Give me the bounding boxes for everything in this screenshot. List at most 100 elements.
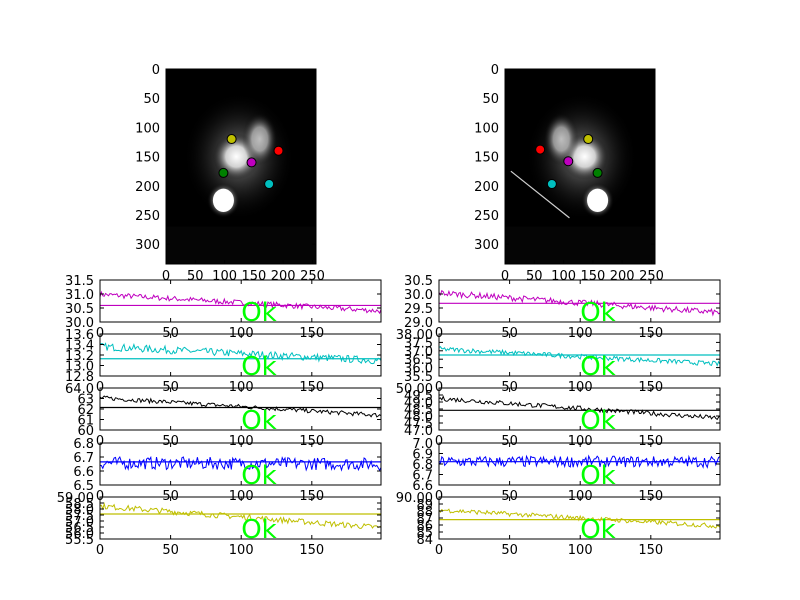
plot-area xyxy=(100,395,381,418)
ytick-label: 6.9 xyxy=(412,448,433,463)
xtick-label: 250 xyxy=(639,269,664,284)
ytick-label: 61 xyxy=(77,414,94,429)
ytick-label: 6.7 xyxy=(73,451,94,466)
status-ok-label: Ok xyxy=(241,406,277,436)
ytick-label: 13.0 xyxy=(65,360,94,375)
ytick-label: 49.0 xyxy=(404,396,433,411)
axes-frame xyxy=(99,279,382,323)
marker-magenta xyxy=(563,156,574,167)
status-ok-label: Ok xyxy=(580,515,616,545)
line-panel-right-3: Ok 7.06.96.86.76.6 0 50 100 150 xyxy=(412,437,721,504)
ytick-label: 88 xyxy=(416,505,433,520)
plot-area xyxy=(439,508,720,529)
series-line-cyan xyxy=(100,342,381,365)
xtick-label: 200 xyxy=(271,269,296,284)
ytick-label: 31.5 xyxy=(65,274,94,289)
xtick-label: 0 xyxy=(501,269,509,284)
xtick-label: 0 xyxy=(435,434,443,449)
xtick-label: 250 xyxy=(300,269,325,284)
ytick-label: 48.0 xyxy=(404,410,433,425)
xtick-label: 200 xyxy=(610,269,635,284)
image-panel-left: 0 50 100 150 200 250 0 50 100 150 200 250 300 xyxy=(135,63,325,284)
axes-frame xyxy=(99,496,382,540)
ytick-label: 63 xyxy=(77,393,94,408)
marker-magenta xyxy=(246,157,257,168)
ytick-label: 62 xyxy=(77,403,94,418)
xtick-label: 0 xyxy=(162,269,170,284)
ytick-label: 250 xyxy=(474,209,499,224)
ytick-label: 100 xyxy=(474,121,499,136)
series-line-black xyxy=(100,395,381,418)
xtick-label: 50 xyxy=(187,269,204,284)
ytick-label: 56.5 xyxy=(65,521,94,536)
axes-frame xyxy=(99,442,382,486)
ytick-label: 37.5 xyxy=(404,336,433,351)
ytick-label: 50.00 xyxy=(396,382,433,397)
ytick-label: 85 xyxy=(416,526,433,541)
ytick-label: 36.0 xyxy=(404,362,433,377)
series-line-blue xyxy=(100,455,381,472)
xtick-label: 50 xyxy=(501,543,518,558)
ytick-label: 200 xyxy=(474,180,499,195)
ytick-label: 13.2 xyxy=(65,349,94,364)
ytick-label: 250 xyxy=(135,209,160,224)
xtick-label: 100 xyxy=(212,269,237,284)
xtick-label: 50 xyxy=(501,434,518,449)
status-ok-label: Ok xyxy=(580,461,616,491)
xtick-label: 150 xyxy=(299,434,324,449)
image-panel-right: 0 50 100 150 200 250 0 50 100 150 200 250 300 xyxy=(474,63,664,284)
scan-image xyxy=(505,92,655,264)
marker-red xyxy=(273,145,284,156)
xtick-label: 150 xyxy=(241,269,266,284)
ytick-label: 47.5 xyxy=(404,417,433,432)
ytick-label: 200 xyxy=(135,180,160,195)
line-panel-left-3: Ok 6.86.76.66.5 0 50 100 150 xyxy=(73,437,382,504)
ytick-label: 55.5 xyxy=(65,533,94,548)
ytick-label: 84 xyxy=(416,533,433,548)
xtick-label: 150 xyxy=(580,269,605,284)
xtick-label: 150 xyxy=(638,434,663,449)
ytick-label: 64.0 xyxy=(65,382,94,397)
xtick-label: 100 xyxy=(568,434,593,449)
ytick-label: 35.5 xyxy=(404,370,433,385)
series-line-black xyxy=(439,395,720,421)
status-ok-label: Ok xyxy=(580,352,616,382)
ytick-label: 50 xyxy=(482,92,499,107)
ytick-label: 100 xyxy=(135,121,160,136)
ytick-label: 58.5 xyxy=(65,497,94,512)
scan-image xyxy=(166,92,316,264)
marker-yellow xyxy=(583,134,594,145)
scan-blob-right xyxy=(242,112,278,166)
axes-frame xyxy=(438,333,721,377)
xtick-label: 0 xyxy=(96,434,104,449)
plot-area xyxy=(100,455,381,472)
ytick-label: 37.0 xyxy=(404,345,433,360)
image-frame xyxy=(165,68,317,265)
plot-area xyxy=(439,454,720,469)
xtick-label: 0 xyxy=(96,543,104,558)
ytick-label: 0 xyxy=(491,63,499,78)
ytick-label: 6.8 xyxy=(73,437,94,452)
plot-area xyxy=(100,502,381,529)
plot-area xyxy=(439,289,720,317)
xtick-label: 100 xyxy=(568,543,593,558)
ytick-label: 6.8 xyxy=(412,458,433,473)
xtick-label: 100 xyxy=(551,269,576,284)
ytick-label: 30.0 xyxy=(65,316,94,331)
ytick-label: 57.0 xyxy=(65,515,94,530)
ytick-label: 300 xyxy=(135,238,160,253)
scan-blob-core xyxy=(212,188,234,213)
status-ok-label: Ok xyxy=(241,515,277,545)
xtick-label: 150 xyxy=(638,543,663,558)
image-panels: 0 50 100 150 200 250 0 50 100 150 200 250 300 0 50 100 1… xyxy=(135,63,664,284)
status-ok-label: Ok xyxy=(580,298,616,328)
ytick-label: 7.0 xyxy=(412,437,433,452)
plot-area xyxy=(439,346,720,367)
xtick-label: 100 xyxy=(229,543,254,558)
image-frame xyxy=(504,68,656,265)
series-line-magenta xyxy=(439,289,720,317)
